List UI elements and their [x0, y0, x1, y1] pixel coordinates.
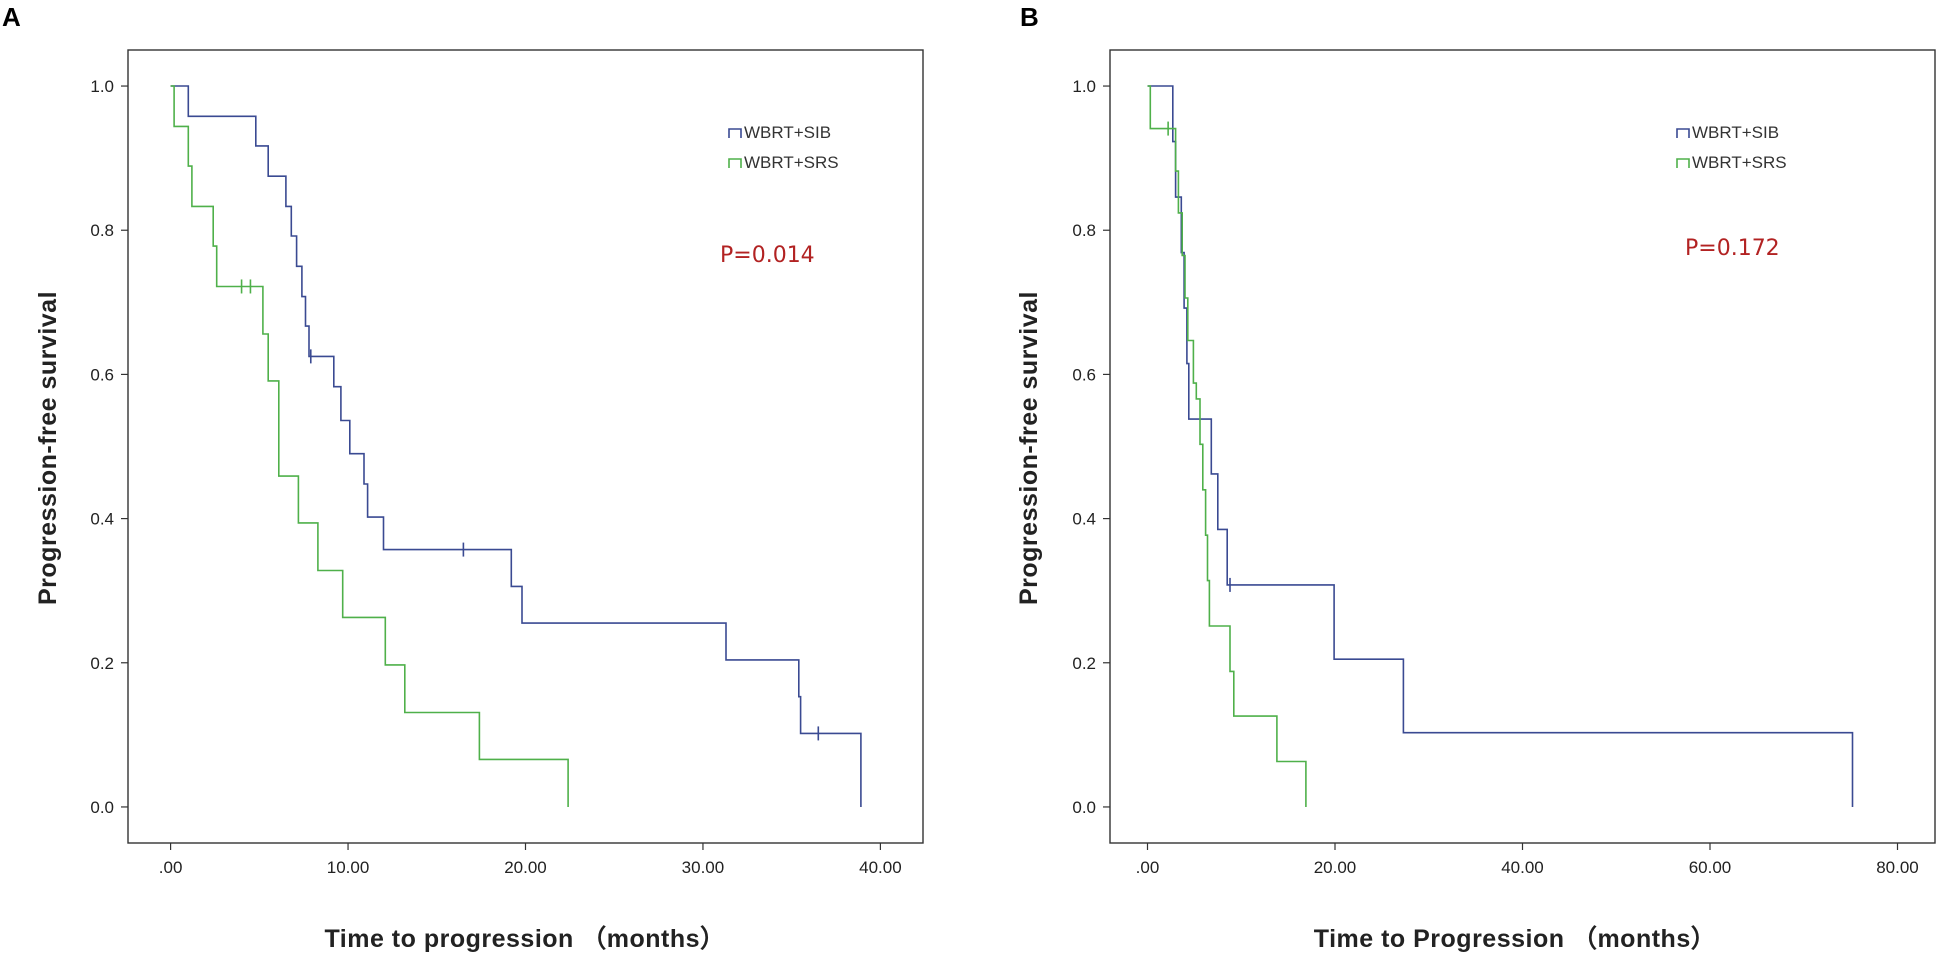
panel-b-y-ticks: 0.0 0.2 0.4 0.6 0.8 1.0 — [1072, 77, 1110, 817]
panel-a-series — [170, 85, 862, 807]
panel-b-x-tick-label: 40.00 — [1501, 858, 1544, 877]
panel-a-x-tick-label: .00 — [159, 858, 183, 877]
panel-a-x-tick-label: 30.00 — [682, 858, 725, 877]
panel-b-legend-label-sib: WBRT+SIB — [1692, 123, 1779, 142]
panel-b-legend: WBRT+SIB WBRT+SRS — [1676, 123, 1787, 172]
panel-a-x-tick-label: 20.00 — [504, 858, 547, 877]
panel-a-y-tick-label: 0.2 — [90, 654, 114, 673]
panel-a-y-axis-title: Progression-free survival — [34, 291, 62, 605]
panel-a-legend-swatch-srs — [728, 158, 742, 168]
panel-a-p-value: P=0.014 — [720, 243, 815, 268]
panel-b-y-tick-label: 0.4 — [1072, 510, 1096, 529]
panel-b-y-tick-label: 0.2 — [1072, 654, 1096, 673]
panel-a-x-tick-label: 40.00 — [859, 858, 902, 877]
panel-b-y-tick-label: 1.0 — [1072, 77, 1096, 96]
panel-a-x-ticks: .00 10.00 20.00 30.00 40.00 — [159, 843, 902, 877]
panel-a-y-ticks: 0.0 0.2 0.4 0.6 0.8 1.0 — [90, 77, 128, 817]
panel-b-y-tick-label: 0.6 — [1072, 365, 1096, 384]
panel-b-label: B — [1020, 2, 1039, 32]
panel-b-p-value: P=0.172 — [1685, 236, 1780, 261]
panel-b-legend-label-srs: WBRT+SRS — [1692, 153, 1787, 172]
panel-b-y-tick-label: 0.8 — [1072, 221, 1096, 240]
panel-a-y-tick-label: 0.6 — [90, 365, 114, 384]
panel-b-x-tick-label: .00 — [1136, 858, 1160, 877]
panel-b-y-tick-label: 0.0 — [1072, 798, 1096, 817]
panel-b-x-ticks: .00 20.00 40.00 60.00 80.00 — [1136, 843, 1919, 877]
panel-b-plot-frame — [1109, 49, 1936, 844]
panel-a-y-tick-label: 0.8 — [90, 221, 114, 240]
panel-b-km-curve-wbrt-srs — [1147, 85, 1307, 807]
panel-a-legend-swatch-sib — [728, 128, 742, 138]
panel-a-y-tick-label: 1.0 — [90, 77, 114, 96]
panel-a-legend-label-sib: WBRT+SIB — [744, 123, 831, 142]
panel-a-km-curve-wbrt-srs — [170, 85, 569, 807]
panel-b-y-axis-title: Progression-free survival — [1015, 291, 1043, 605]
panel-a-x-tick-label: 10.00 — [327, 858, 370, 877]
panel-a-km-curve-wbrt-sib — [170, 85, 862, 807]
panel-a-label: A — [2, 2, 21, 32]
panel-b-x-tick-label: 80.00 — [1876, 858, 1919, 877]
panel-b: B .00 20.00 40.00 60.00 80.00 0.00.20.40.60.… — [1015, 2, 1936, 953]
panel-b-km-curve-wbrt-sib — [1147, 85, 1854, 807]
panel-b-x-tick-label: 20.00 — [1314, 858, 1357, 877]
panel-b-legend-swatch-srs — [1676, 158, 1690, 168]
panel-b-legend-swatch-sib — [1676, 128, 1690, 138]
panel-b-x-axis-title: Time to Progression （months） — [1314, 924, 1716, 953]
panel-b-x-tick-label: 60.00 — [1689, 858, 1732, 877]
panel-b-series — [1147, 85, 1854, 807]
panel-a-y-tick-label: 0.4 — [90, 510, 114, 529]
panel-a-legend-label-srs: WBRT+SRS — [744, 153, 839, 172]
panel-a-legend: WBRT+SIB WBRT+SRS — [728, 123, 839, 172]
panel-a-x-axis-title: Time to progression （months） — [324, 924, 725, 953]
panel-a: A .00 10.00 20.00 30.00 40.00 0.00.20.40.60.… — [2, 2, 924, 953]
panel-a-y-tick-label: 0.0 — [90, 798, 114, 817]
